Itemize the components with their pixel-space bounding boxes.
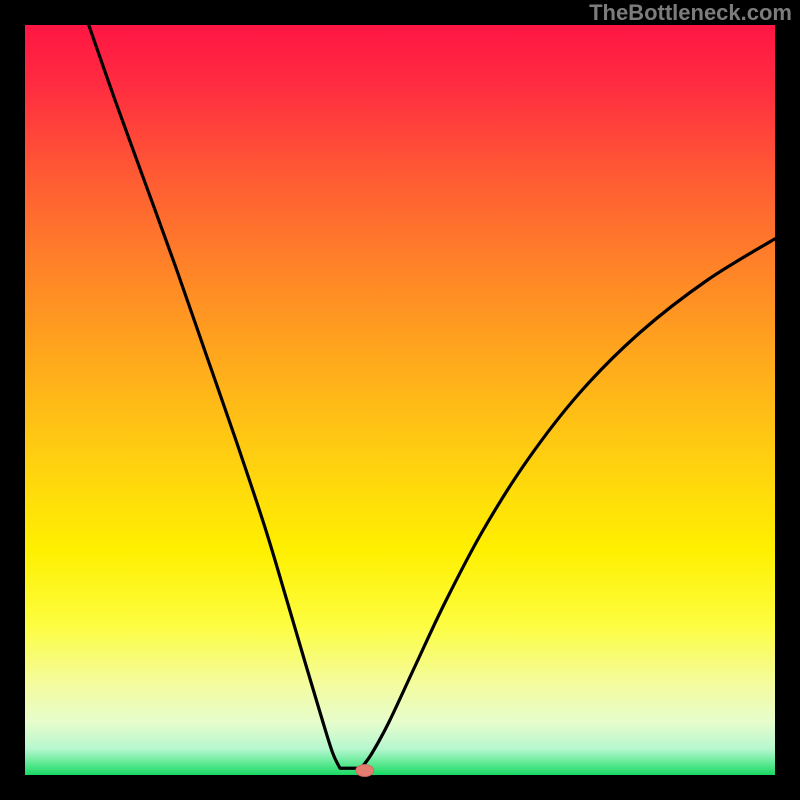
watermark-text: TheBottleneck.com bbox=[589, 0, 792, 26]
optimum-marker bbox=[356, 765, 374, 777]
plot-background bbox=[25, 25, 775, 775]
